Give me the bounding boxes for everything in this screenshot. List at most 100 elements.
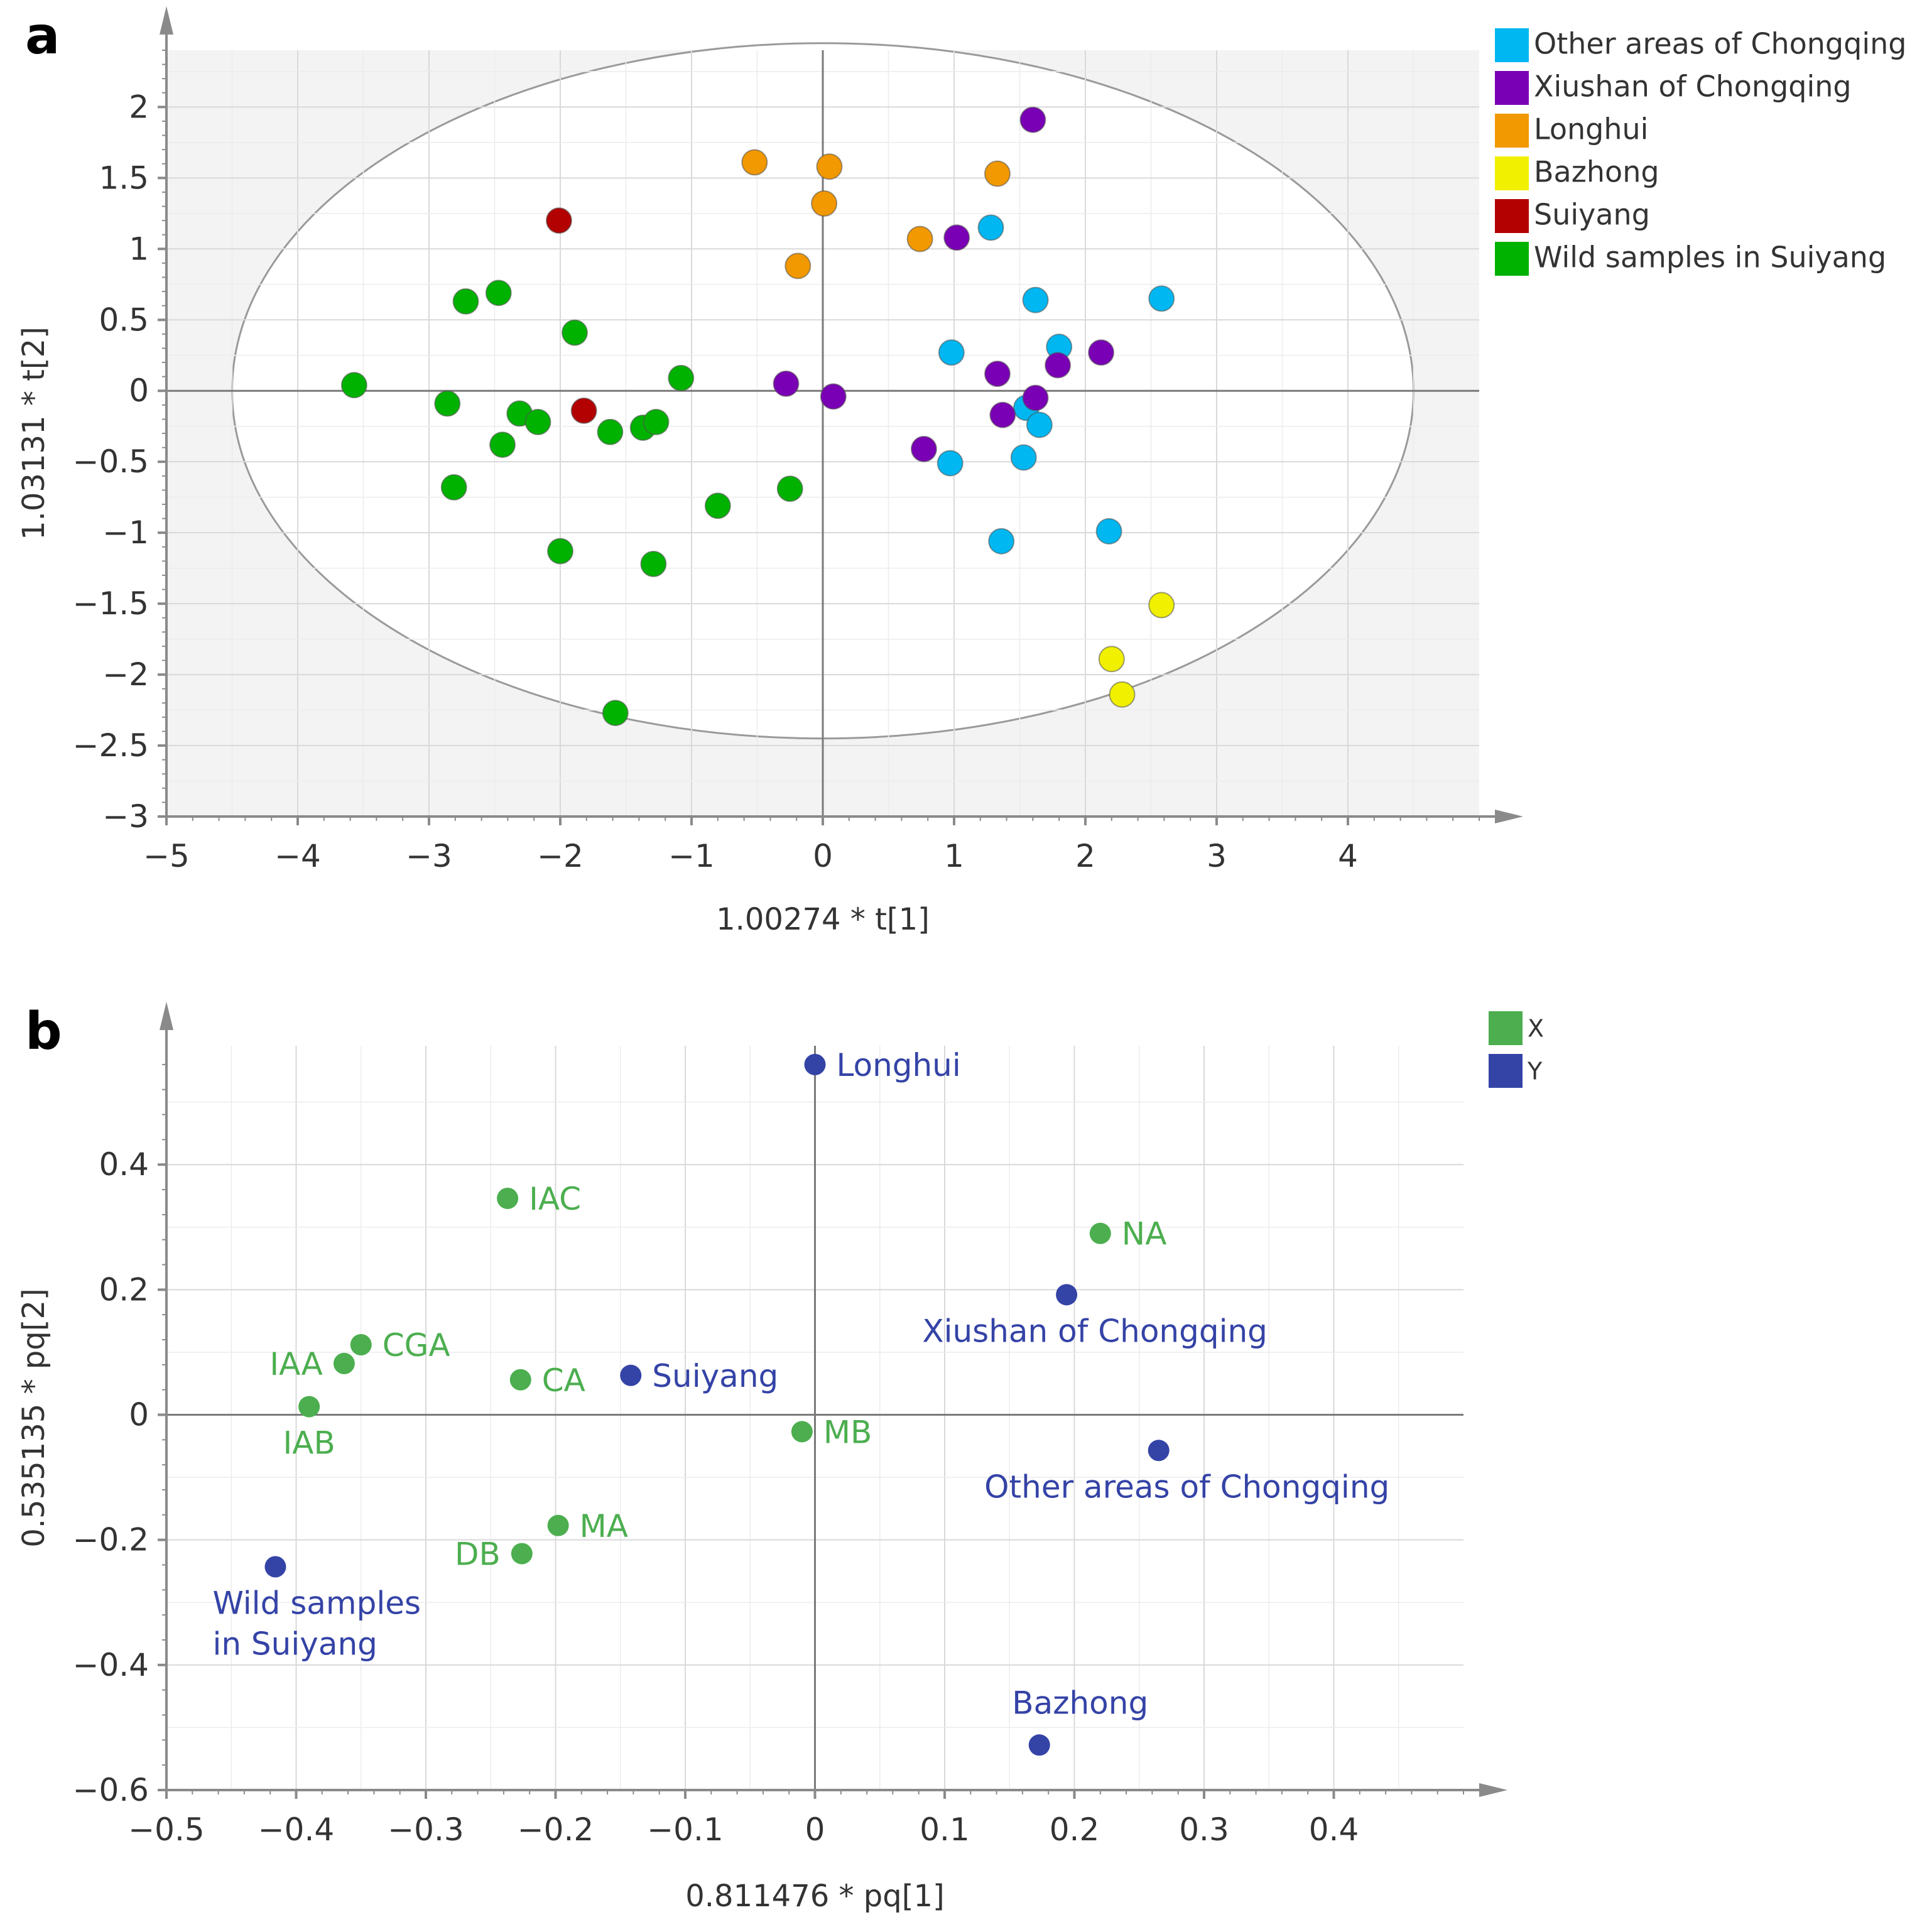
legend-label: Xiushan of Chongqing [1534, 70, 1852, 104]
x-tick-label: 4 [1338, 838, 1358, 874]
series-longhui [741, 149, 1011, 279]
point-label-line: Suiyang [652, 1358, 778, 1394]
series-y: Longhui Xiushan of Chongqing Suiyang Other … [212, 1047, 1389, 1756]
x-tick-label: 0 [813, 838, 833, 874]
data-point [1056, 1284, 1078, 1306]
series-bazhong [1098, 592, 1175, 708]
y-tick-label: −1 [102, 514, 149, 551]
x-tick-label: −2 [537, 838, 584, 874]
point-label: Longhui [837, 1047, 961, 1083]
data-point [1148, 592, 1175, 619]
data-point [811, 190, 838, 217]
legend-label: Bazhong [1534, 155, 1659, 189]
point-label: IAA [269, 1346, 323, 1382]
legend: XY [1489, 1011, 1544, 1088]
point-label-line: Longhui [837, 1047, 961, 1083]
panel-label: a [25, 6, 60, 66]
x-axis-title: 0.811476 * pq[1] [685, 1879, 944, 1914]
data-point [820, 383, 847, 410]
data-point [910, 435, 937, 462]
x-axis-arrow [1479, 1783, 1507, 1797]
y-tick-label: 0 [129, 372, 149, 409]
y-tick-label: −0.6 [73, 1772, 149, 1808]
data-point [1148, 1440, 1170, 1462]
x-tick-label: 1 [944, 838, 964, 874]
data-point [620, 1364, 642, 1386]
x-tick-label: −4 [274, 838, 321, 874]
series-suiyang [545, 207, 597, 424]
data-point [570, 397, 597, 424]
data-point [1026, 411, 1053, 438]
data-point [434, 390, 461, 417]
point-label-line: CA [542, 1362, 585, 1399]
data-point [1109, 681, 1136, 708]
x-tick-label: −0.3 [388, 1811, 464, 1848]
legend-swatch [1495, 242, 1529, 276]
axes [158, 6, 1523, 825]
point-label: DB [455, 1536, 501, 1573]
data-point [741, 149, 768, 176]
point-label: IAC [529, 1181, 581, 1217]
y-axis-title: 1.03131 * t[2] [16, 327, 52, 540]
data-point [547, 1514, 569, 1536]
point-label-line: MB [823, 1414, 872, 1450]
tick-labels: −5 −4 −3 −2 −1 0 1 2 3 4 −3 −2.5 −2 −1.5 −1 −0.5 0 0.5 1 1.… [73, 89, 1358, 874]
x-tick-label: −3 [406, 838, 452, 874]
y-tick-label: −0.5 [73, 443, 149, 480]
point-label: Suiyang [652, 1358, 778, 1394]
data-point [1010, 444, 1037, 471]
data-point [440, 474, 467, 501]
data-point [938, 339, 965, 366]
legend-label: Wild samples in Suiyang [1534, 241, 1886, 274]
point-label: Other areas of Chongqing [984, 1468, 1389, 1505]
data-point [524, 408, 551, 435]
data-point [776, 475, 803, 502]
data-point [937, 450, 964, 477]
data-point [333, 1352, 355, 1374]
point-label: Wild samples in Suiyang [212, 1585, 421, 1663]
point-label-line: in Suiyang [212, 1626, 377, 1663]
data-point [1089, 1222, 1111, 1244]
data-point [989, 401, 1016, 428]
legend-swatch [1495, 156, 1529, 190]
point-label: CA [542, 1362, 585, 1399]
panel-a: −5 −4 −3 −2 −1 0 1 2 3 4 −3 −2.5 −2 −1.5 −1 −0.5 0 0.5 1 1.… [16, 6, 1906, 937]
data-point [1022, 286, 1049, 313]
tick-labels: −0.5 −0.4 −0.3 −0.2 −0.1 0 0.1 0.2 0.3 0.4 −0.6 −0.… [73, 1146, 1359, 1848]
point-label: Xiushan of Chongqing [922, 1313, 1268, 1349]
point-label-line: Wild samples [212, 1585, 421, 1622]
point-label-line: Xiushan of Chongqing [922, 1313, 1268, 1349]
data-point [704, 492, 731, 519]
legend-label: X [1528, 1015, 1544, 1043]
y-axis-arrow [160, 6, 173, 35]
data-point [943, 224, 970, 251]
y-tick-label: −3 [102, 798, 149, 835]
x-tick-label: 0.3 [1179, 1811, 1229, 1848]
y-axis-title: 0.535135 * pq[2] [16, 1288, 52, 1547]
data-point [298, 1396, 320, 1418]
data-point [1045, 352, 1072, 379]
y-tick-label: −2 [102, 656, 149, 693]
data-point [1098, 646, 1125, 673]
data-point [773, 370, 800, 397]
point-label: Bazhong [1012, 1685, 1148, 1721]
data-point [906, 225, 933, 252]
point-label: NA [1122, 1216, 1167, 1252]
x-tick-label: −0.1 [647, 1811, 723, 1848]
legend-label: Suiyang [1534, 198, 1650, 232]
data-point [984, 160, 1011, 187]
point-label-line: MA [580, 1508, 628, 1544]
data-point [509, 1369, 531, 1391]
data-point [1019, 106, 1046, 133]
y-tick-label: −0.4 [73, 1647, 149, 1683]
point-label: MA [580, 1508, 628, 1544]
data-point [497, 1187, 519, 1209]
legend-swatch [1489, 1054, 1523, 1088]
data-point [791, 1421, 813, 1443]
data-point [264, 1556, 286, 1578]
point-label-line: CGA [383, 1327, 450, 1364]
point-label-line: NA [1122, 1216, 1167, 1252]
series-x: IAC NA CGA IAA CA IAB MB MA DB [269, 1181, 1166, 1573]
data-point [1088, 339, 1115, 366]
